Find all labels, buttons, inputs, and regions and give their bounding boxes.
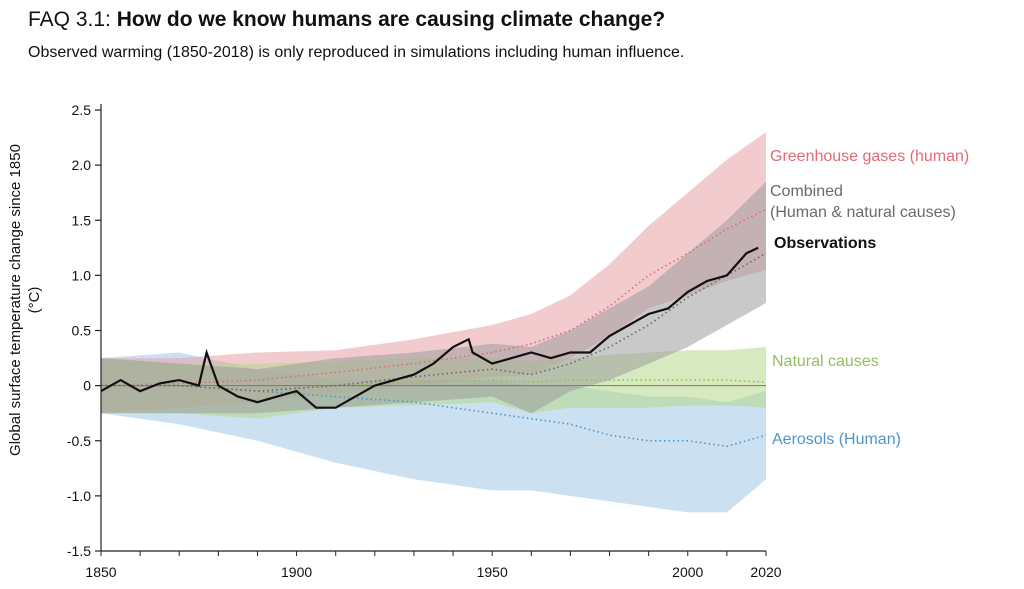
x-tick-label: 2020: [750, 564, 781, 580]
band-combined-human-natural-causes: [101, 181, 766, 414]
mean-aerosols-human: [101, 384, 767, 448]
y-tick-label: -1.5: [67, 543, 91, 559]
title-prefix: FAQ 3.1:: [28, 8, 111, 31]
x-tick-label: 1900: [281, 564, 312, 580]
x-tick-label: 1850: [85, 564, 116, 580]
legend-combined-detail: (Human & natural causes): [770, 204, 956, 221]
x-tick-label: 1950: [477, 564, 508, 580]
y-tick-label: 1.5: [72, 212, 92, 228]
y-tick-label: 0: [83, 378, 91, 394]
legend-aerosols: Aerosols (Human): [772, 431, 901, 448]
legend-combined: Combined: [770, 183, 843, 200]
y-tick-label: -0.5: [67, 433, 91, 449]
x-tick-label: 2000: [672, 564, 703, 580]
y-tick-label: 0.5: [72, 323, 92, 339]
legend-natural-causes: Natural causes: [772, 353, 879, 370]
observations-line: [100, 246, 759, 409]
mean-greenhouse-gases-human: [100, 208, 767, 387]
axes: -1.5 -1.0 -0.5 0 0.5 1.0 1.5 2.0 2.5 1850 1900 1950…: [67, 102, 782, 580]
y-tick-label: 1.0: [72, 267, 92, 283]
mean-lines: [100, 208, 767, 448]
title-main: How do we know humans are causing climat…: [116, 8, 666, 31]
y-tick-label: 2.5: [72, 102, 92, 118]
mean-combined-human-natural-causes: [101, 252, 767, 392]
page-title: FAQ 3.1: How do we know humans are causi…: [28, 8, 665, 32]
legend-greenhouse-gases: Greenhouse gases (human): [770, 148, 970, 165]
range-bands: [101, 132, 766, 513]
y-tick-label: -1.0: [67, 488, 91, 504]
page-subtitle: Observed warming (1850-2018) is only rep…: [28, 44, 685, 61]
legend-observations: Observations: [774, 235, 877, 252]
y-tick-label: 2.0: [72, 157, 92, 173]
